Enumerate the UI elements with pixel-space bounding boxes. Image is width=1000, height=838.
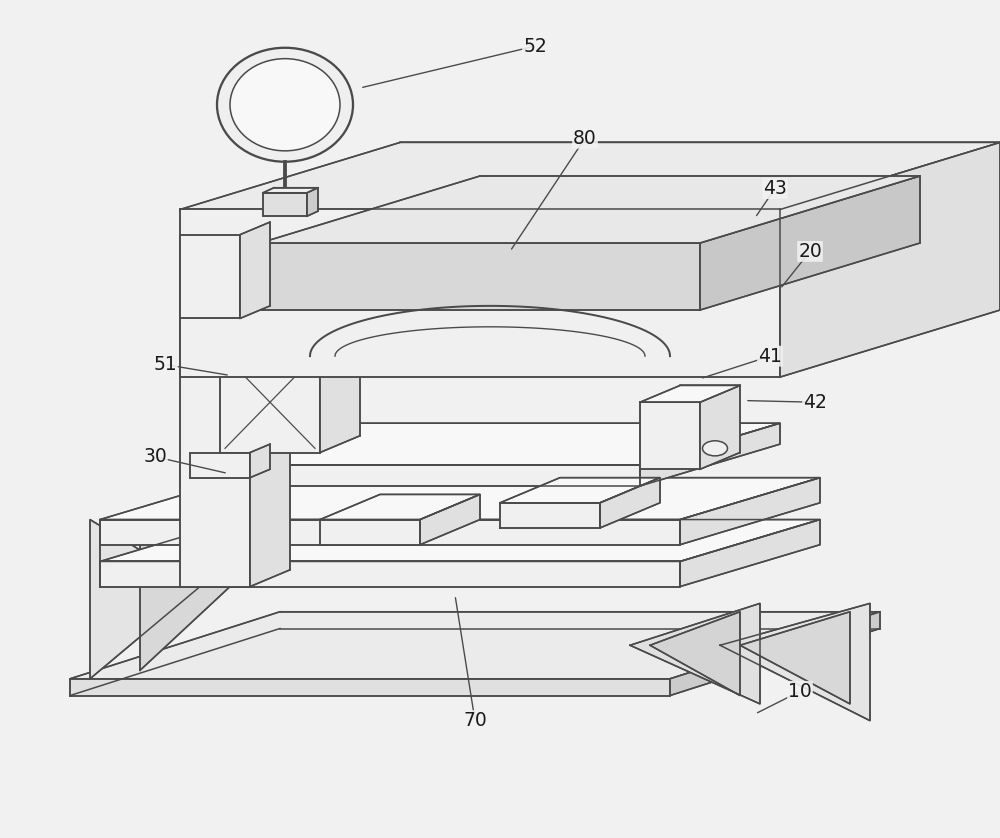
Text: 10: 10 bbox=[788, 682, 812, 701]
Polygon shape bbox=[70, 679, 670, 696]
Polygon shape bbox=[700, 176, 920, 310]
Polygon shape bbox=[640, 402, 700, 469]
Polygon shape bbox=[260, 243, 700, 310]
Polygon shape bbox=[180, 235, 240, 318]
Polygon shape bbox=[180, 318, 250, 587]
Text: 20: 20 bbox=[798, 242, 822, 261]
Polygon shape bbox=[190, 453, 250, 478]
Polygon shape bbox=[650, 612, 740, 696]
Ellipse shape bbox=[702, 441, 728, 456]
Polygon shape bbox=[100, 561, 680, 587]
Polygon shape bbox=[70, 612, 880, 679]
Polygon shape bbox=[100, 520, 820, 561]
Polygon shape bbox=[140, 528, 230, 670]
Text: 52: 52 bbox=[523, 37, 547, 55]
Text: 41: 41 bbox=[758, 347, 782, 365]
Polygon shape bbox=[90, 520, 200, 679]
Polygon shape bbox=[250, 444, 270, 478]
Polygon shape bbox=[600, 478, 660, 528]
Polygon shape bbox=[180, 210, 780, 377]
Circle shape bbox=[217, 48, 353, 162]
Circle shape bbox=[230, 59, 340, 151]
Polygon shape bbox=[740, 612, 850, 704]
Polygon shape bbox=[320, 494, 480, 520]
Polygon shape bbox=[500, 503, 600, 528]
Polygon shape bbox=[700, 385, 740, 469]
Polygon shape bbox=[180, 302, 290, 318]
Polygon shape bbox=[640, 423, 780, 486]
Polygon shape bbox=[320, 520, 420, 545]
Polygon shape bbox=[220, 352, 320, 453]
Polygon shape bbox=[263, 193, 307, 216]
Polygon shape bbox=[180, 142, 1000, 210]
Polygon shape bbox=[180, 423, 780, 465]
Polygon shape bbox=[100, 478, 820, 520]
Polygon shape bbox=[420, 494, 480, 545]
Polygon shape bbox=[680, 478, 820, 545]
Text: 80: 80 bbox=[573, 129, 597, 147]
Text: 43: 43 bbox=[763, 179, 787, 198]
Polygon shape bbox=[320, 335, 360, 453]
Polygon shape bbox=[180, 465, 640, 486]
Polygon shape bbox=[670, 612, 880, 696]
Polygon shape bbox=[720, 603, 870, 721]
Polygon shape bbox=[500, 478, 660, 503]
Text: 42: 42 bbox=[803, 393, 827, 411]
Polygon shape bbox=[250, 302, 290, 587]
Text: 70: 70 bbox=[463, 711, 487, 730]
Polygon shape bbox=[680, 520, 820, 587]
Polygon shape bbox=[260, 176, 920, 243]
Text: 30: 30 bbox=[143, 447, 167, 466]
Polygon shape bbox=[307, 188, 318, 216]
Polygon shape bbox=[640, 385, 740, 402]
Polygon shape bbox=[100, 520, 680, 545]
Polygon shape bbox=[780, 142, 1000, 377]
Polygon shape bbox=[220, 335, 360, 352]
Polygon shape bbox=[630, 603, 760, 704]
Polygon shape bbox=[240, 222, 270, 318]
Text: 51: 51 bbox=[153, 355, 177, 374]
Polygon shape bbox=[263, 188, 318, 193]
